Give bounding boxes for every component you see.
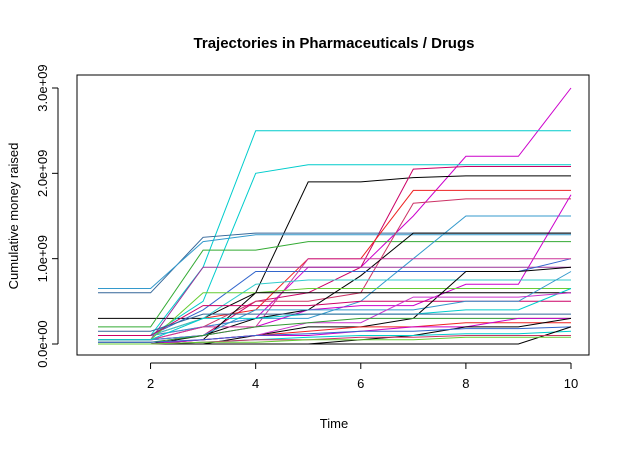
series-line-8: [98, 241, 571, 328]
series-line-14: [98, 266, 571, 341]
chart-title: Trajectories in Pharmaceuticals / Drugs: [194, 35, 475, 52]
y-tick-label: 3.0e+09: [35, 64, 50, 111]
x-axis-label: Time: [320, 416, 348, 431]
x-tick-label: 6: [357, 376, 364, 391]
y-axis-label: Cumulative money raised: [6, 143, 21, 290]
series-line-18: [98, 288, 571, 341]
series-line-21: [98, 271, 572, 341]
series-line-32: [98, 326, 572, 345]
plot-area: [98, 87, 572, 345]
series-line-11: [98, 215, 571, 336]
x-tick-label: 8: [462, 376, 469, 391]
series-line-17: [98, 279, 571, 336]
x-tick-label: 10: [564, 376, 578, 391]
series-line-34: [98, 336, 571, 345]
series-line-1: [98, 87, 572, 336]
y-tick-label: 1.0e+09: [35, 235, 50, 282]
y-tick-label: 2.0e+09: [35, 150, 50, 197]
x-axis: 2 4 6 8 10: [147, 362, 578, 391]
series-line-26: [98, 317, 571, 343]
series-line-30: [98, 326, 572, 343]
x-tick-label: 4: [252, 376, 259, 391]
series-line-7: [98, 234, 571, 289]
y-axis: 0.0e+00 1.0e+09 2.0e+09 3.0e+09: [35, 64, 59, 368]
series-line-25: [98, 313, 571, 332]
y-tick-label: 0.0e+00: [35, 320, 50, 367]
series-line-16: [98, 258, 571, 341]
series-line-4: [98, 164, 571, 336]
x-tick-label: 2: [147, 376, 154, 391]
plot-frame: [76, 74, 590, 356]
series-line-28: [98, 317, 571, 345]
series-line-2: [98, 130, 571, 336]
